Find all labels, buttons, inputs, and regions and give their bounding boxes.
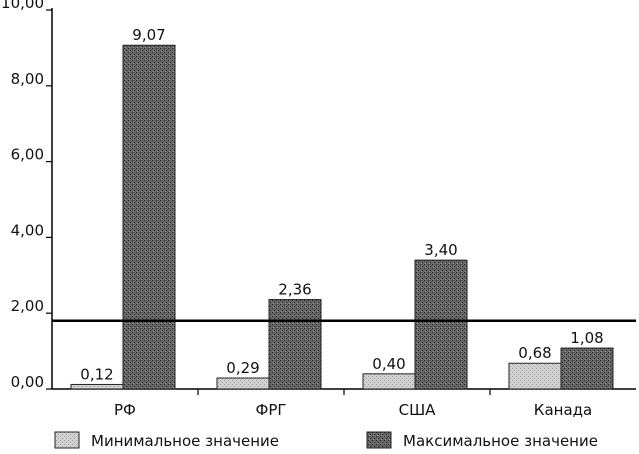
data-label: 0,68: [518, 344, 551, 362]
x-tick-label: Канада: [534, 401, 592, 419]
bar-max: [414, 259, 468, 390]
legend-swatch-min: [54, 431, 80, 449]
x-tick-label: ФРГ: [255, 401, 286, 419]
bar-max: [122, 44, 176, 390]
y-tick-label: 6,00: [11, 146, 44, 164]
y-tick-label: 10,00: [1, 0, 44, 12]
y-tick-label: 2,00: [11, 297, 44, 315]
legend-label: Минимальное значение: [91, 432, 279, 450]
labels-layer: 0,12 9,07 РФ 0,29 2,36 ФРГ 0,40 3,40 США 0,68 1,08…: [80, 26, 603, 419]
data-label: 2,36: [278, 281, 311, 299]
bar-min: [508, 362, 562, 390]
bar-min: [362, 373, 416, 390]
bar-max: [268, 299, 322, 390]
y-tick-label: 0,00: [11, 373, 44, 391]
data-label: 1,08: [570, 329, 603, 347]
data-label: 0,12: [80, 365, 113, 383]
legend-label: Максимальное значение: [403, 432, 598, 450]
bar-min: [70, 383, 124, 390]
legend-swatch-max: [366, 431, 392, 449]
bars-layer: [52, 44, 636, 390]
data-label: 0,29: [226, 359, 259, 377]
y-tick-label: 8,00: [11, 70, 44, 88]
bar-min: [216, 377, 270, 390]
bar-max: [560, 347, 614, 390]
y-tick-label: 4,00: [11, 221, 44, 239]
x-tick-label: РФ: [114, 401, 136, 419]
x-tick-label: США: [399, 401, 437, 419]
data-label: 0,40: [372, 355, 405, 373]
data-label: 3,40: [424, 241, 457, 259]
data-label: 9,07: [132, 26, 165, 44]
legend: Минимальное значение Максимальное значени…: [54, 431, 598, 450]
